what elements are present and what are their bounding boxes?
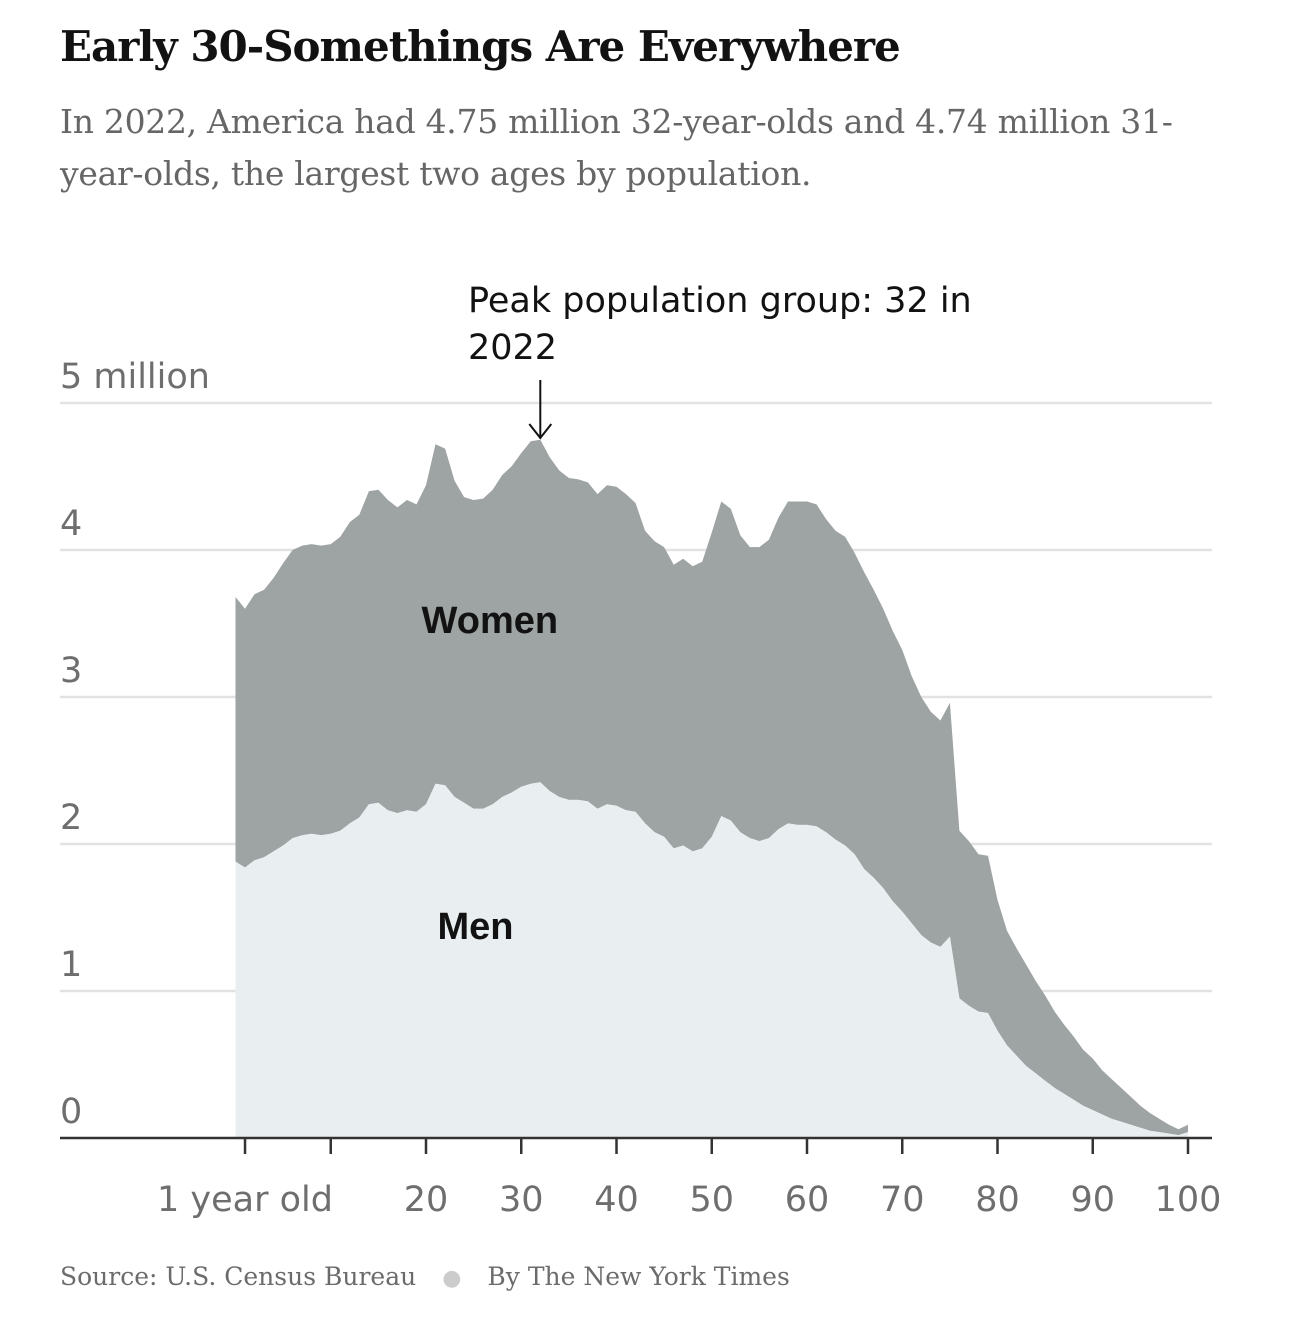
y-tick-label: 2 <box>60 798 82 838</box>
x-tick-label: 50 <box>689 1180 734 1220</box>
x-tick-label: 70 <box>880 1180 925 1220</box>
x-tick-label: 90 <box>1070 1180 1115 1220</box>
x-tick-label: 20 <box>404 1180 449 1220</box>
x-axis-ticks: 1 year old 20 30 40 50 60 70 80 90 100 <box>157 1138 1221 1220</box>
y-tick-label: 4 <box>60 504 82 544</box>
y-axis-ticks: 0 1 2 3 4 5 million <box>60 357 210 1132</box>
population-chart: 0 1 2 3 4 5 million 1 year old 20 30 40 50 60 70 80 9… <box>60 281 1221 1220</box>
annotation-arrowhead <box>528 423 553 440</box>
series-label-women: Women <box>422 600 559 642</box>
x-tick-label: 80 <box>975 1180 1020 1220</box>
chart-title: Early 30-Somethings Are Everywhere <box>60 22 901 71</box>
peak-annotation: Peak population group: 32 in 2022 <box>468 281 972 440</box>
series-labels: Women Men <box>422 600 559 948</box>
x-tick-label: 30 <box>499 1180 544 1220</box>
source-note: Source: U.S. Census Bureau <box>60 1262 417 1291</box>
chart-subtitle: In 2022, America had 4.75 million 32-yea… <box>60 102 1173 193</box>
y-tick-label: 3 <box>60 651 82 691</box>
series-label-men: Men <box>438 906 514 948</box>
y-tick-label: 0 <box>60 1092 82 1132</box>
y-tick-label: 5 million <box>60 357 210 397</box>
area-layer <box>235 439 1188 1138</box>
y-tick-label: 1 <box>60 945 82 985</box>
x-tick-label: 40 <box>594 1180 639 1220</box>
credit-note: By The New York Times <box>487 1262 790 1291</box>
x-tick-label: 1 year old <box>157 1180 333 1220</box>
separator-dot: ● <box>442 1266 462 1291</box>
x-tick-label: 60 <box>785 1180 830 1220</box>
annotation-text: Peak population group: 32 in 2022 <box>468 281 972 368</box>
women-area <box>235 439 1188 1136</box>
x-tick-label: 100 <box>1155 1180 1222 1220</box>
chart-footer: Source: U.S. Census Bureau ● By The New Yo… <box>60 1262 790 1291</box>
men-area <box>235 782 1188 1138</box>
